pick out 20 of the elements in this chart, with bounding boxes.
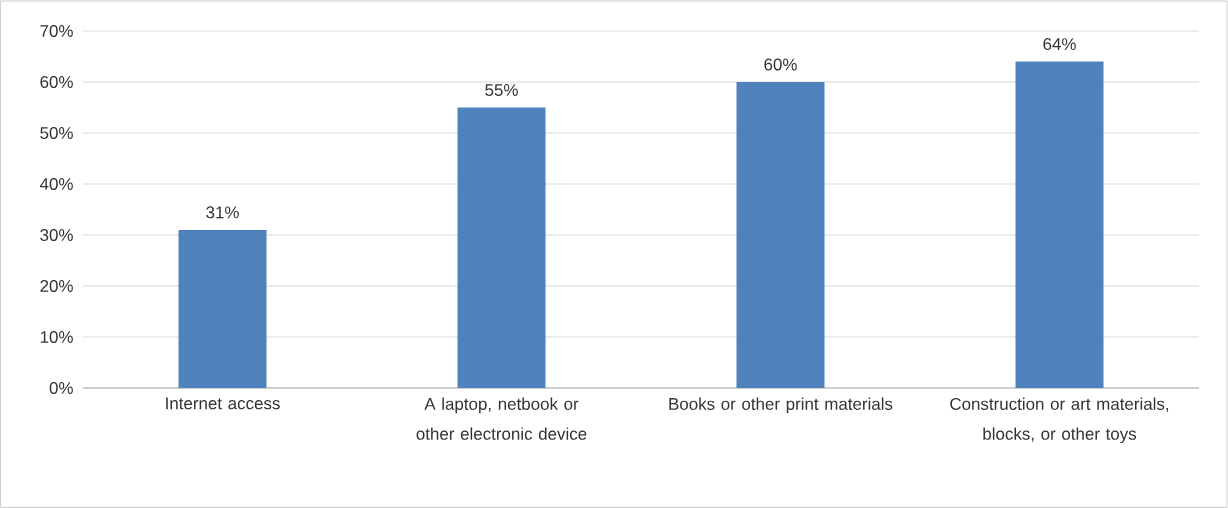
y-tick-label: 60% [40, 75, 73, 88]
x-tick-label: Internet access [166, 397, 280, 410]
y-tick-label: 0% [49, 381, 73, 394]
x-tick-label: A laptop, netbook or other electronic device [416, 397, 587, 440]
y-tick-label: 20% [40, 279, 73, 292]
y-tick-label: 30% [40, 228, 73, 241]
data-label: 31% [206, 206, 239, 219]
bar [178, 229, 267, 388]
y-tick-label: 40% [39, 177, 73, 190]
x-tick-label: Books or other print materials [669, 397, 893, 414]
bar [1015, 61, 1104, 388]
y-tick-label: 10% [40, 330, 73, 343]
y-tick-label: 70% [40, 24, 73, 37]
data-label: 55% [485, 84, 518, 96]
x-tick-label: Construction or art materials, blocks, or other toys [950, 397, 1169, 444]
data-label: 64% [1043, 38, 1076, 51]
bar [457, 107, 546, 388]
y-tick-label: 50% [40, 126, 73, 139]
bar [736, 81, 825, 388]
data-label: 60% [764, 58, 797, 71]
